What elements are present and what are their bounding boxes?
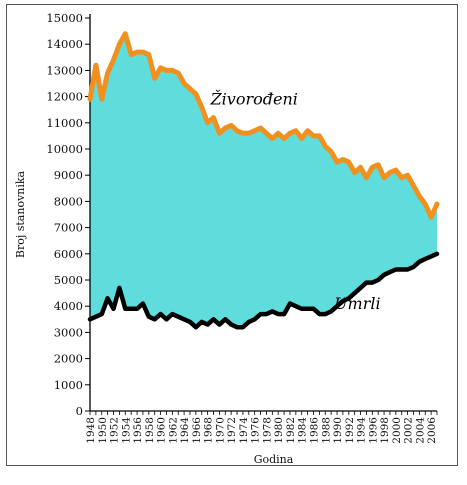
y-tick-label: 10000 — [46, 142, 83, 156]
lines-layer — [87, 31, 440, 330]
x-tick-label: 2006 — [426, 417, 438, 444]
y-tick-label: 1000 — [54, 378, 83, 392]
x-tick-label: 1984 — [297, 417, 309, 444]
y-tick-label: 9000 — [54, 168, 83, 182]
x-tick-label: 1988 — [320, 417, 332, 444]
y-tick-label: 12000 — [46, 90, 83, 104]
x-tick-label: 1964 — [179, 417, 191, 444]
y-tick-label: 2000 — [54, 352, 83, 366]
y-tick-label: 0 — [76, 404, 83, 418]
x-tick-label: 2002 — [403, 417, 415, 444]
x-tick-label: 1954 — [120, 417, 132, 444]
x-tick-label: 1968 — [203, 417, 215, 444]
y-tick-label: 11000 — [46, 116, 83, 130]
y-tick-label: 3000 — [54, 325, 83, 339]
x-tick-label: 1992 — [344, 417, 356, 444]
y-tick-label: 5000 — [54, 273, 83, 287]
x-axis-label: Godina — [254, 453, 294, 466]
area-fill — [90, 33, 437, 328]
x-tick-label: 1952 — [109, 417, 121, 444]
x-tick-label: 1980 — [273, 417, 285, 444]
y-tick-label: 15000 — [46, 11, 83, 25]
series-line-umrli — [87, 251, 440, 330]
x-tick-label: 2004 — [414, 417, 426, 444]
series-line-zivorodeni — [87, 31, 440, 220]
x-tick-label: 1996 — [367, 417, 379, 444]
x-tick-label: 1960 — [156, 417, 168, 444]
x-tick-label: 1948 — [85, 417, 97, 444]
x-tick-label: 1956 — [132, 417, 144, 444]
annotation-zivorodeni: Živorođeni — [210, 88, 298, 108]
x-tick-label: 1974 — [238, 417, 250, 444]
x-tick-label: 1950 — [97, 417, 109, 444]
x-tick-label: 1978 — [261, 417, 273, 444]
x-tick-label: 1986 — [308, 417, 320, 444]
x-tick-label: 2000 — [391, 417, 403, 444]
y-tick-label: 8000 — [54, 194, 83, 208]
x-tick-label: 1982 — [285, 417, 297, 444]
y-axis-label: Broj stanovnika — [14, 170, 27, 258]
y-tick-label: 13000 — [46, 63, 83, 77]
area-layer — [90, 33, 437, 328]
x-tick-label: 1998 — [379, 417, 391, 444]
annotation-umrli: Umrli — [334, 294, 381, 313]
x-tick-label: 1990 — [332, 417, 344, 444]
x-tick-label: 1972 — [226, 417, 238, 444]
x-tick-label: 1958 — [144, 417, 156, 444]
x-tick-label: 1976 — [250, 417, 262, 444]
y-tick-label: 4000 — [54, 299, 83, 313]
x-tick-label: 1970 — [214, 417, 226, 444]
y-tick-label: 7000 — [54, 221, 83, 235]
y-tick-label: 14000 — [46, 37, 83, 51]
x-tick-label: 1994 — [356, 417, 368, 444]
x-tick-label: 1962 — [167, 417, 179, 444]
x-tick-label: 1966 — [191, 417, 203, 444]
y-tick-label: 6000 — [54, 247, 83, 261]
axes-layer: 0 1000 2000 3000 4000 5000 6000 7000 8000 9000 100… — [46, 11, 438, 444]
